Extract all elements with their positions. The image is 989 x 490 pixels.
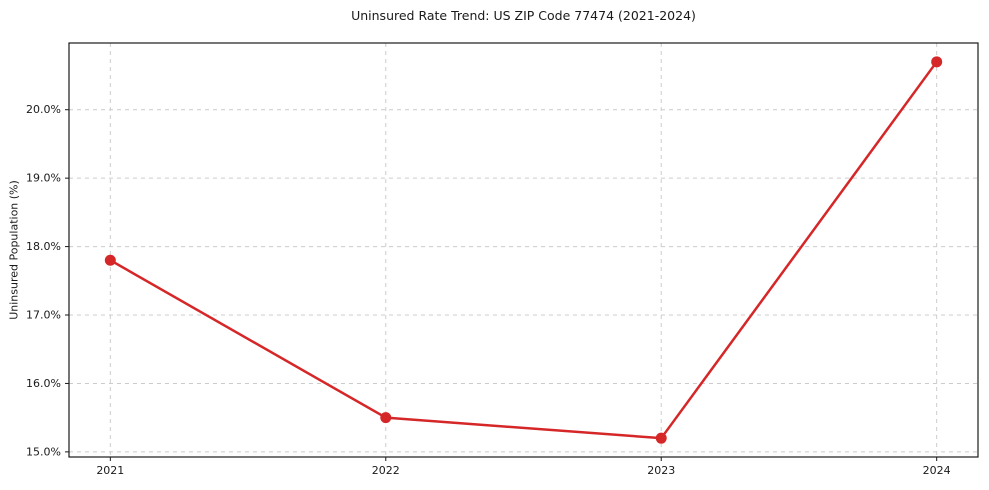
x-tick-label: 2021: [96, 464, 124, 477]
data-point-2021: [104, 254, 116, 266]
y-tick-label: 15.0%: [26, 445, 61, 458]
x-tick-label: 2024: [923, 464, 951, 477]
data-point-2023: [655, 432, 667, 444]
y-tick-label: 16.0%: [26, 377, 61, 390]
y-tick-label: 18.0%: [26, 240, 61, 253]
data-point-2022: [380, 412, 392, 424]
chart-title: Uninsured Rate Trend: US ZIP Code 77474 …: [351, 8, 696, 23]
y-tick-label: 17.0%: [26, 309, 61, 322]
x-tick-label: 2023: [647, 464, 675, 477]
y-tick-label: 20.0%: [26, 103, 61, 116]
data-point-2024: [931, 56, 943, 68]
x-tick-label: 2022: [372, 464, 400, 477]
trend-line: [109, 60, 938, 440]
plot-frame: [68, 42, 979, 458]
y-tick-label: 19.0%: [26, 172, 61, 185]
